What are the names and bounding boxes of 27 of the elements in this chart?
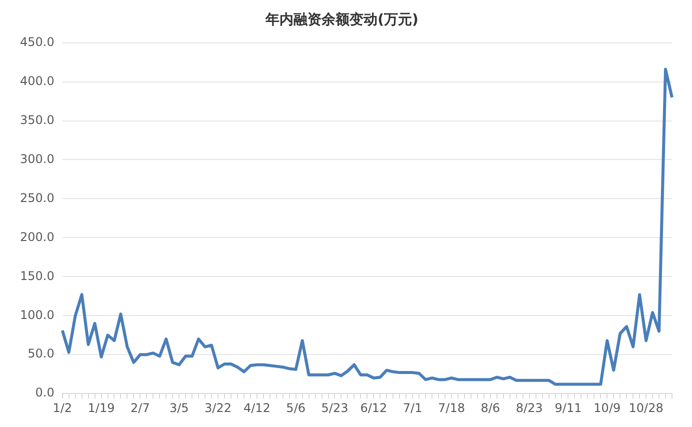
x-tick-label: 3/22 bbox=[204, 400, 232, 415]
x-tick-label: 6/12 bbox=[360, 400, 388, 415]
y-tick-label: 100.0 bbox=[20, 308, 54, 322]
y-tick-label: 150.0 bbox=[20, 268, 54, 283]
x-tick-label: 10/28 bbox=[628, 400, 664, 415]
y-tick-label: 200.0 bbox=[20, 230, 54, 244]
x-tick-label: 9/11 bbox=[554, 400, 582, 415]
chart-title: 年内融资余额变动(万元) bbox=[264, 11, 418, 28]
y-tick-label: 350.0 bbox=[20, 112, 54, 127]
x-tick-label: 3/5 bbox=[169, 400, 189, 415]
x-tick-label: 5/23 bbox=[321, 400, 348, 415]
y-tick-label: 450.0 bbox=[20, 34, 54, 49]
x-tick-label: 8/23 bbox=[516, 400, 543, 415]
y-tick-label: 400.0 bbox=[20, 74, 54, 88]
x-tick-label: 5/6 bbox=[286, 400, 306, 415]
x-tick-label: 1/2 bbox=[52, 400, 72, 415]
y-tick-label: 50.0 bbox=[28, 346, 54, 361]
y-tick-label: 0.0 bbox=[35, 386, 54, 400]
x-tick-label: 1/19 bbox=[88, 400, 115, 415]
x-tick-label: 2/7 bbox=[130, 400, 150, 415]
y-tick-label: 250.0 bbox=[20, 190, 54, 205]
x-tick-label: 7/18 bbox=[438, 400, 465, 415]
x-tick-label: 8/6 bbox=[480, 400, 500, 415]
x-tick-label: 4/12 bbox=[243, 400, 270, 415]
x-tick-label: 10/9 bbox=[594, 400, 621, 415]
y-tick-label: 300.0 bbox=[20, 152, 54, 166]
x-tick-label: 7/1 bbox=[402, 400, 422, 415]
